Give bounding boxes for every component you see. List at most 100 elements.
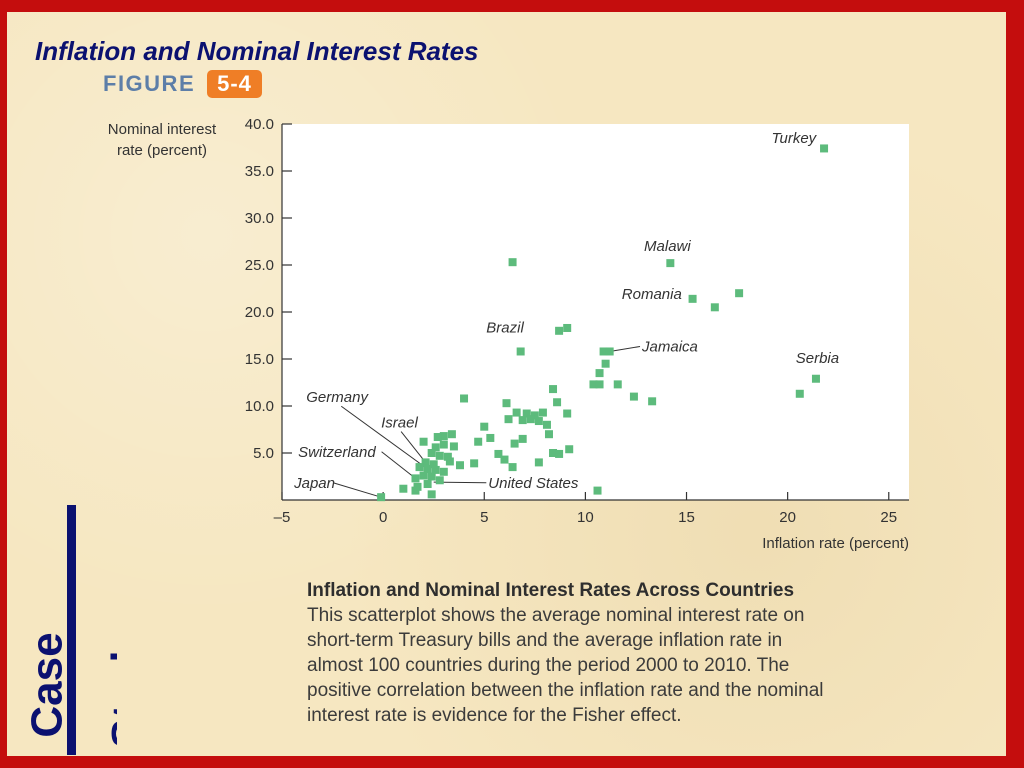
plot-area bbox=[282, 124, 909, 500]
annotation-leader bbox=[332, 482, 382, 498]
x-tick-label: 5 bbox=[480, 509, 488, 526]
data-point bbox=[544, 430, 553, 439]
data-point bbox=[445, 457, 454, 466]
data-point bbox=[595, 380, 604, 389]
annotation-leader bbox=[609, 345, 641, 352]
data-point bbox=[629, 392, 638, 401]
data-point bbox=[589, 380, 598, 389]
data-point bbox=[455, 461, 464, 470]
data-point bbox=[399, 484, 408, 493]
data-point bbox=[439, 440, 448, 449]
x-tick-label: 20 bbox=[779, 509, 796, 526]
axes: 5.0 10.0 15.0 20.0 25.0 30.0 35.0 40.0 –5 0 5 10 15 2… bbox=[108, 116, 909, 552]
data-point bbox=[431, 443, 440, 452]
y-tick-label: 25.0 bbox=[245, 257, 274, 274]
data-point bbox=[555, 326, 564, 335]
data-point bbox=[377, 493, 386, 502]
data-point bbox=[439, 467, 448, 476]
data-point bbox=[599, 347, 608, 356]
data-point bbox=[811, 374, 820, 383]
data-point bbox=[508, 258, 517, 267]
slide-title: Inflation and Nominal Interest Rates bbox=[35, 36, 479, 66]
data-point bbox=[447, 430, 456, 439]
data-point bbox=[795, 389, 804, 398]
annotation-united-states: United States bbox=[488, 475, 579, 492]
x-tick-label: 25 bbox=[880, 509, 897, 526]
data-point bbox=[522, 409, 531, 418]
data-point bbox=[563, 323, 572, 332]
y-tick-label: 35.0 bbox=[245, 163, 274, 180]
data-point bbox=[411, 486, 420, 495]
y-tick-label: 15.0 bbox=[245, 351, 274, 368]
data-point bbox=[419, 437, 428, 446]
y-tick-label: 5.0 bbox=[253, 445, 274, 462]
data-point bbox=[427, 490, 436, 499]
data-point bbox=[500, 455, 509, 464]
x-tick-label: –5 bbox=[274, 509, 291, 526]
caption-line: almost 100 countries during the period 2… bbox=[307, 655, 790, 676]
scatter-chart: 5.0 10.0 15.0 20.0 25.0 30.0 35.0 40.0 –5 0 5 10 15 2… bbox=[108, 116, 909, 552]
annotation-switzerland: Switzerland bbox=[298, 444, 376, 461]
y-tick-label: 30.0 bbox=[245, 210, 274, 227]
data-point bbox=[510, 439, 519, 448]
data-point bbox=[439, 432, 448, 441]
data-point bbox=[421, 458, 430, 467]
data-points bbox=[377, 144, 829, 502]
data-point bbox=[427, 449, 436, 457]
data-point bbox=[516, 347, 525, 356]
case-study-label-cropped: Study bbox=[77, 612, 117, 752]
annotation-jamaica: Jamaica bbox=[641, 338, 698, 355]
data-point bbox=[666, 259, 675, 268]
data-point bbox=[435, 476, 444, 485]
data-point bbox=[605, 347, 614, 356]
data-point bbox=[415, 463, 424, 472]
caption-title: Inflation and Nominal Interest Rates Acr… bbox=[307, 580, 795, 601]
data-point bbox=[427, 472, 436, 481]
data-point bbox=[508, 463, 517, 472]
data-point bbox=[549, 449, 558, 457]
case-study-bar bbox=[67, 505, 76, 755]
data-point bbox=[431, 465, 440, 474]
annotation-leader bbox=[381, 451, 416, 479]
data-point bbox=[518, 416, 527, 425]
data-point bbox=[502, 399, 511, 408]
data-point bbox=[820, 144, 829, 153]
figure-number-badge: 5-4 bbox=[207, 70, 262, 98]
data-point bbox=[542, 420, 551, 429]
data-point bbox=[553, 398, 562, 407]
data-point bbox=[494, 449, 503, 458]
data-point bbox=[435, 451, 444, 460]
data-point bbox=[565, 445, 574, 454]
case-study-label: Case bbox=[22, 632, 72, 738]
annotations: Turkey Malawi Romania Brazil Jamaica Serbia Ge… bbox=[293, 130, 839, 498]
annotation-malawi: Malawi bbox=[644, 238, 691, 255]
annotation-leader bbox=[340, 405, 428, 470]
caption-line: This scatterplot shows the average nomin… bbox=[307, 605, 805, 626]
annotation-turkey: Turkey bbox=[771, 130, 817, 147]
y-axis-label: Nominal interest bbox=[108, 121, 217, 138]
data-point bbox=[474, 437, 483, 446]
figure-label: FIGURE 5-4 bbox=[103, 70, 262, 98]
caption-line: interest rate is evidence for the Fisher… bbox=[307, 705, 682, 726]
annotation-serbia: Serbia bbox=[796, 350, 839, 367]
annotation-brazil: Brazil bbox=[486, 320, 524, 337]
data-point bbox=[530, 411, 539, 420]
data-point bbox=[512, 408, 521, 417]
figure-caption: Inflation and Nominal Interest Rates Acr… bbox=[307, 578, 947, 728]
data-point bbox=[538, 408, 547, 417]
data-point bbox=[595, 369, 604, 378]
y-tick-label: 20.0 bbox=[245, 304, 274, 321]
data-point bbox=[555, 449, 564, 458]
figure-word: FIGURE bbox=[103, 71, 196, 96]
data-point bbox=[480, 422, 489, 431]
data-point bbox=[433, 433, 442, 442]
annotation-romania: Romania bbox=[622, 286, 682, 303]
x-tick-label: 15 bbox=[678, 509, 695, 526]
y-tick-label: 40.0 bbox=[245, 116, 274, 133]
data-point bbox=[486, 433, 495, 442]
data-point bbox=[470, 459, 479, 468]
data-point bbox=[526, 415, 535, 424]
data-point bbox=[549, 385, 558, 394]
study-label: Study bbox=[103, 625, 117, 749]
data-point bbox=[443, 452, 452, 461]
